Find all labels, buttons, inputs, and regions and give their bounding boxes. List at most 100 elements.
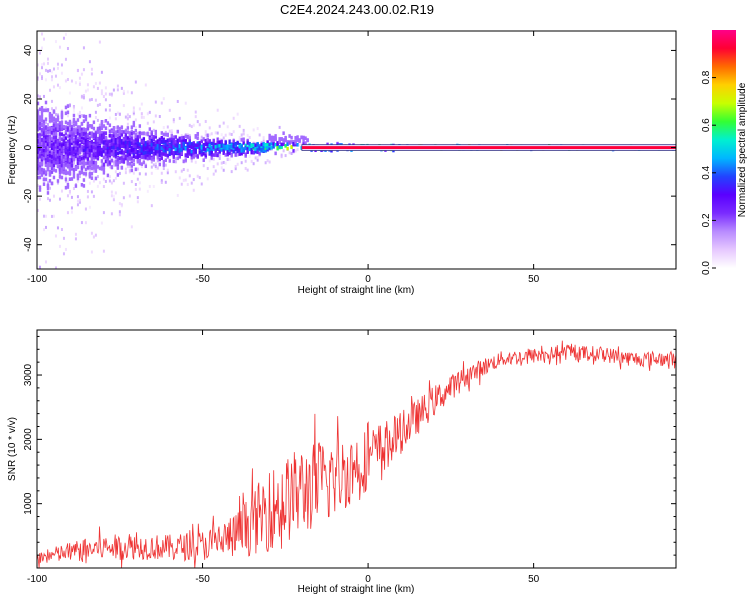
spectrogram-cell: [196, 141, 199, 145]
spectrogram-cell: [96, 126, 100, 131]
spectrogram-cell: [240, 151, 243, 156]
spectrogram-cell: [140, 162, 144, 166]
spectrogram-cell: [46, 108, 50, 112]
spectrogram-cell: [158, 157, 162, 162]
spectrogram-cell: [52, 85, 55, 89]
spectrogram-cell: [76, 173, 80, 178]
spectrogram-cell: [252, 150, 255, 155]
spectrogram-cell: [46, 159, 50, 164]
spectrogram-cell: [196, 174, 199, 178]
spectrogram-cell: [40, 128, 44, 132]
spectrogram-cell: [154, 140, 158, 144]
spectrogram-cell: [146, 131, 150, 136]
spectrogram-cell: [82, 153, 86, 158]
spectrogram-cell: [84, 142, 88, 147]
spectrogram-cell: [242, 137, 245, 142]
spectrogram-cell: [120, 156, 124, 160]
snr-y-tick-label: 3000: [23, 363, 34, 386]
spectrogram-cell: [210, 132, 213, 136]
spectrogram-cell: [92, 155, 96, 160]
spectrogram-cell: [52, 153, 56, 157]
spectrogram-cell: [174, 160, 177, 164]
spectrogram-cell: [130, 225, 133, 229]
spectrogram-cell: [76, 131, 80, 136]
spectrogram-cell: [48, 198, 51, 202]
spectrogram-cell: [38, 197, 41, 201]
spectrogram-cell: [60, 164, 64, 169]
spectrogram-cell: [164, 163, 167, 167]
spectrogram-cell: [60, 137, 64, 142]
spectrogram-cell: [180, 182, 183, 186]
spectrogram-cell: [276, 142, 279, 147]
spectrogram-cell: [230, 132, 233, 136]
spectrogram-cell: [126, 90, 129, 94]
spectrogram-cell: [64, 161, 68, 166]
spectrogram-cell: [104, 92, 107, 96]
spectrogram-cell: [58, 170, 62, 175]
spectrogram-cell: [258, 133, 261, 137]
spectrogram-cell: [104, 147, 108, 152]
spectrogram-cell: [144, 150, 148, 155]
spectrogram-cell: [184, 158, 187, 162]
spectrogram-cell: [50, 107, 53, 111]
spectrogram-cell: [134, 141, 138, 146]
spectrogram-cell: [52, 132, 56, 136]
spectrogram-cell: [234, 141, 237, 146]
spectrogram-cell: [178, 176, 181, 180]
spectrogram-cell: [62, 236, 65, 240]
spectrogram-cell: [256, 146, 259, 151]
spectrogram-cell: [56, 62, 59, 66]
spectrogram-cell: [56, 118, 60, 122]
spectrogram-cell: [116, 166, 120, 170]
spectrogram-cell: [222, 160, 225, 164]
spectrogram-cell: [62, 163, 66, 167]
spectrogram-cell: [114, 126, 117, 130]
spectrogram-cell: [100, 89, 103, 93]
spectrogram-y-tick-label: 0: [23, 144, 34, 150]
spectrogram-cell: [44, 68, 47, 72]
spectrogram-cell: [104, 98, 107, 102]
spectrogram-cell: [58, 152, 62, 156]
spectrogram-cell: [136, 153, 140, 157]
spectrogram-cell: [114, 162, 118, 167]
spectrogram-cell: [38, 146, 42, 151]
spectrogram-cell: [174, 143, 177, 148]
spectrogram-cell: [120, 129, 124, 134]
spectrogram-cell: [60, 110, 64, 115]
spectrogram-cell: [180, 136, 183, 140]
spectrogram-cell: [42, 37, 45, 41]
spectrogram-cell: [198, 137, 201, 141]
spectrogram-cell: [212, 142, 215, 147]
spectrogram-cell: [88, 174, 92, 179]
spectrogram-cell: [52, 194, 55, 198]
spectrogram-cell: [186, 148, 189, 152]
spectrogram-cell: [282, 139, 285, 143]
spectrogram-cell: [106, 121, 110, 125]
spectrogram-cell: [294, 142, 297, 147]
spectrogram-cell: [208, 126, 211, 130]
spectrogram-cell: [210, 156, 213, 160]
spectrogram-cell: [46, 162, 50, 166]
spectrogram-cell: [44, 145, 48, 149]
spectrogram-cell: [262, 146, 265, 150]
spectrogram-cell: [66, 211, 69, 215]
spectrogram-cell: [210, 152, 213, 157]
spectrogram-cell: [296, 148, 299, 152]
spectrogram-cell: [114, 117, 117, 121]
spectrogram-cell: [58, 174, 62, 179]
spectrogram-cell: [140, 139, 144, 144]
spectrogram-cell: [62, 139, 66, 144]
spectrogram-cell: [250, 148, 253, 152]
spectrogram-cell: [58, 132, 62, 136]
spectrogram-cell: [86, 161, 90, 165]
spectrogram-cell: [82, 127, 86, 131]
spectrogram-cell: [166, 146, 169, 151]
spectrogram-cell: [174, 139, 177, 144]
spectrogram-cell: [38, 265, 41, 269]
spectrogram-cell: [100, 126, 104, 131]
spectrogram-cell: [58, 197, 61, 201]
spectrogram-cell: [244, 159, 247, 163]
spectrogram-cell: [248, 155, 251, 159]
spectrogram-cell: [162, 137, 166, 142]
spectrogram-cell: [90, 153, 94, 158]
